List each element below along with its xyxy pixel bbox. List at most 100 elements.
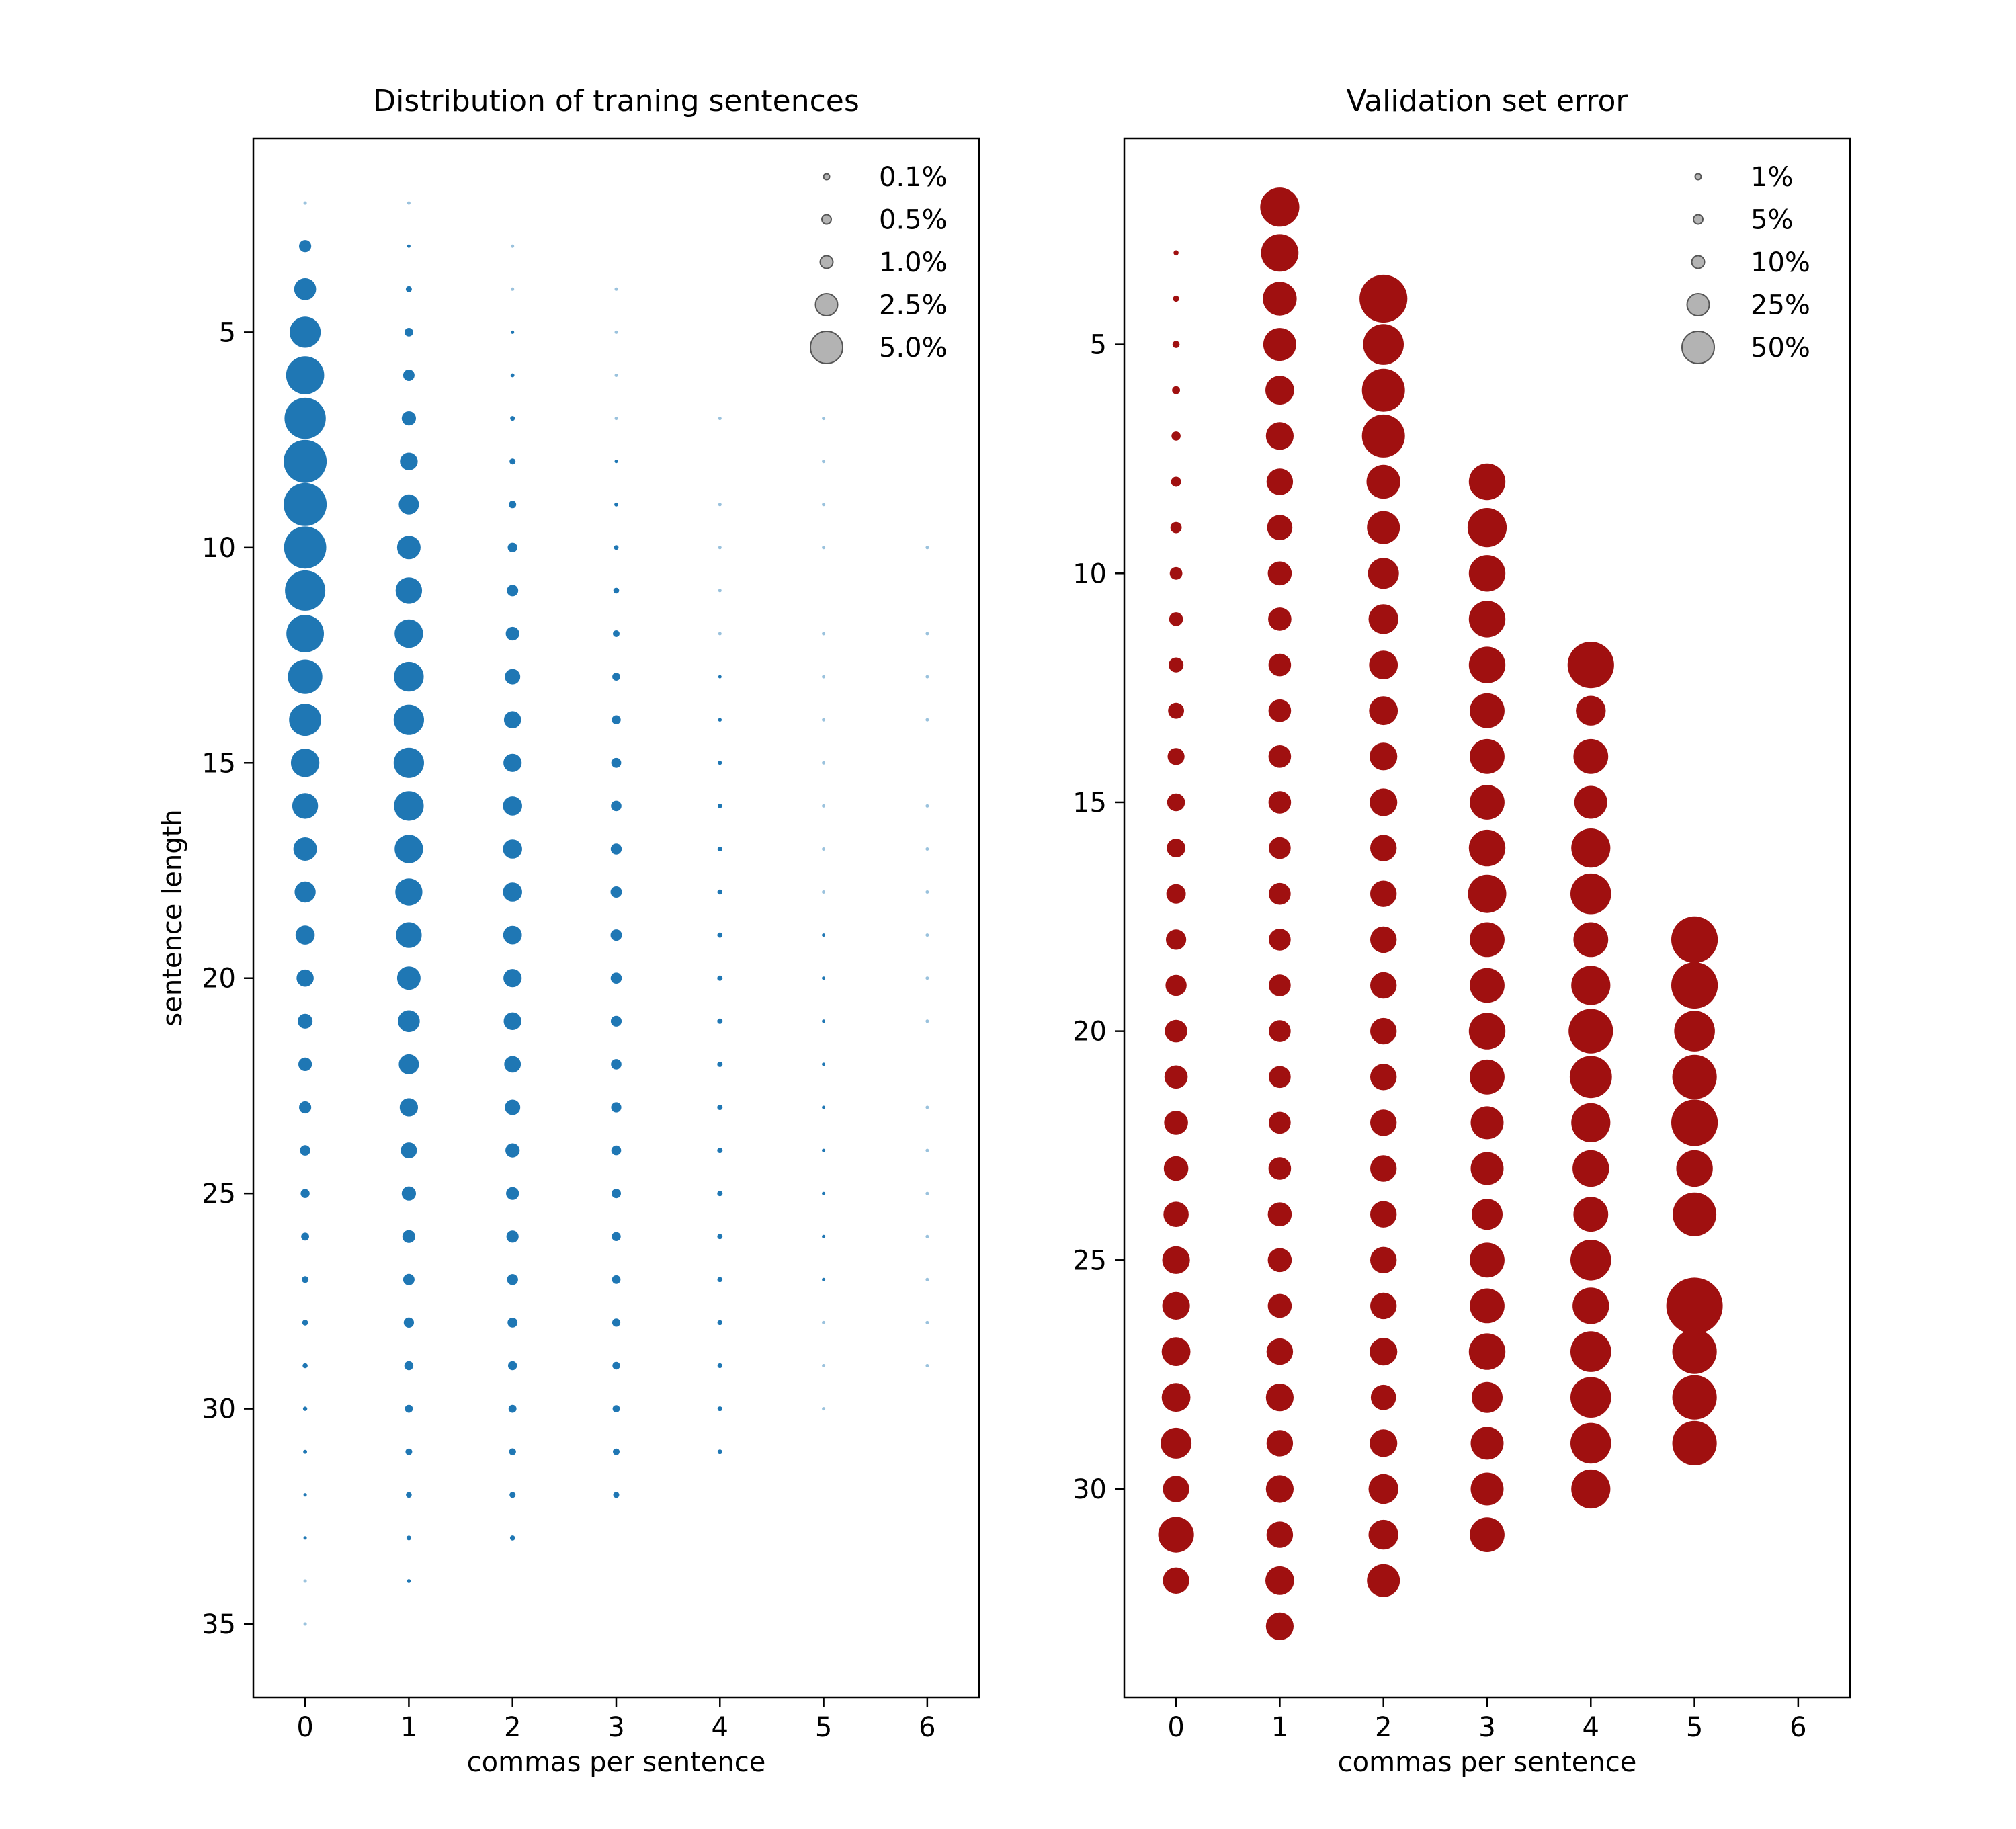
data-point [1370, 788, 1398, 816]
data-point [1370, 1246, 1397, 1274]
data-point [1671, 1099, 1718, 1146]
data-point [1367, 511, 1400, 544]
data-point [822, 761, 826, 765]
data-point [822, 1407, 826, 1411]
legend-label: 10% [1751, 247, 1810, 278]
data-point [403, 370, 415, 381]
data-point [1470, 1427, 1504, 1460]
x-tick-label: 3 [1478, 1712, 1495, 1743]
data-point [1470, 738, 1505, 774]
data-point [925, 1148, 929, 1152]
data-point [1370, 742, 1398, 771]
data-point [925, 1105, 929, 1109]
x-tick-label: 3 [607, 1712, 624, 1743]
legend-marker [821, 214, 832, 225]
data-point [508, 1361, 517, 1371]
data-point [285, 570, 326, 611]
y-tick-label: 10 [1073, 558, 1107, 589]
data-point [1370, 1155, 1397, 1182]
data-point [294, 881, 316, 903]
legend-marker [1694, 173, 1702, 181]
legend-marker [819, 255, 834, 269]
data-point [611, 800, 622, 812]
data-point [1367, 1564, 1400, 1597]
data-point [302, 1363, 308, 1369]
data-point [406, 1535, 411, 1541]
data-points [284, 201, 929, 1626]
data-point [1368, 604, 1398, 634]
data-point [1166, 884, 1186, 904]
data-point [1265, 1475, 1294, 1503]
data-point [1163, 1201, 1189, 1227]
data-point [1269, 882, 1291, 905]
data-point [1370, 1338, 1398, 1366]
data-point [1470, 922, 1505, 958]
y-tick-label: 30 [202, 1394, 236, 1425]
data-point [1172, 341, 1180, 348]
data-point [503, 882, 522, 902]
data-point [289, 704, 321, 736]
y-axis-label: sentence length [157, 809, 188, 1026]
data-point [1163, 1156, 1189, 1181]
data-point [1472, 1199, 1503, 1230]
data-point [1165, 1019, 1187, 1043]
data-point [1576, 695, 1606, 726]
data-point [300, 1189, 310, 1198]
data-point [1573, 738, 1609, 774]
data-point [1472, 1381, 1503, 1413]
x-tick-label: 0 [1167, 1712, 1184, 1743]
data-point [612, 1189, 621, 1199]
data-point [1572, 1150, 1609, 1187]
legend-marker [814, 293, 839, 316]
data-point [1260, 187, 1300, 227]
data-point [1267, 1293, 1292, 1318]
data-point [507, 1318, 518, 1328]
data-point [822, 675, 826, 679]
y-tick-label: 20 [202, 964, 236, 994]
data-point [1573, 1197, 1609, 1232]
data-point [1173, 250, 1179, 256]
data-point [925, 804, 929, 808]
data-point [1263, 282, 1297, 316]
data-point [299, 240, 312, 253]
data-point [613, 1448, 620, 1455]
x-axis-ticks: 0 1 2 3 4 5 6 [1167, 1697, 1807, 1743]
data-point [1467, 508, 1507, 548]
data-point [613, 1492, 620, 1498]
data-point [406, 1492, 412, 1498]
data-point [1470, 1106, 1504, 1140]
data-point [718, 589, 722, 593]
data-point [1268, 791, 1292, 814]
data-point [718, 761, 722, 765]
x-tick-label: 4 [712, 1712, 728, 1743]
legend-marker [1693, 214, 1704, 225]
data-point [822, 1277, 826, 1281]
size-legend: 0.1% 0.5% 1.0% 2.5% 5.0% [810, 162, 948, 364]
training-distribution-chart: Distribution of traning sentences 0 1 2 3 4 5… [157, 84, 980, 1778]
data-point [1263, 328, 1296, 361]
data-point [1570, 1240, 1611, 1281]
data-point [284, 439, 327, 483]
data-point [717, 1234, 723, 1240]
data-point [298, 1013, 313, 1029]
data-point [822, 976, 826, 980]
data-point [1361, 414, 1405, 458]
legend-label: 1.0% [879, 247, 948, 278]
data-point [925, 890, 929, 894]
data-point [611, 1059, 622, 1070]
data-point [610, 929, 622, 941]
data-point [718, 503, 722, 507]
data-point [1468, 1333, 1506, 1370]
data-point [1269, 1066, 1291, 1089]
data-point [505, 1099, 521, 1115]
legend-label: 50% [1751, 333, 1810, 364]
data-point [822, 847, 826, 851]
data-point [1468, 1013, 1506, 1050]
data-point [1268, 607, 1292, 631]
data-point [613, 587, 620, 594]
data-point [717, 889, 723, 895]
data-point [1470, 1152, 1504, 1185]
data-point [1163, 1567, 1189, 1594]
data-point [1268, 745, 1292, 768]
data-point [925, 1364, 929, 1367]
